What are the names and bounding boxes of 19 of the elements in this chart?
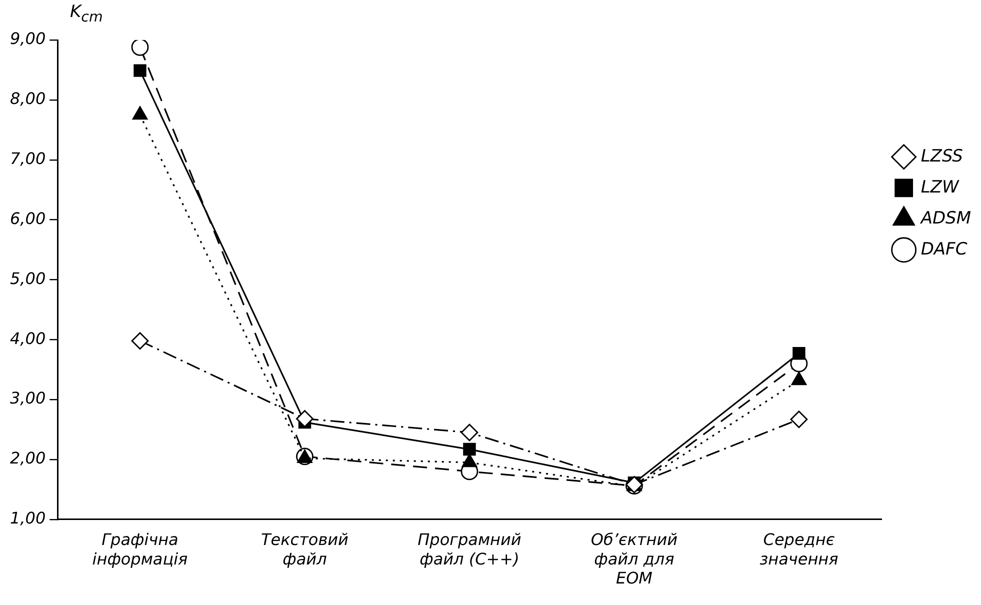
x-tick-label: Програмний файл (С++) [418, 530, 522, 568]
legend-label: LZSS [920, 146, 964, 166]
y-axis-title: K$_{cm}$ [70, 2, 103, 26]
legend-label: ADSM [920, 208, 972, 228]
y-tick-label: 7,00 [10, 149, 46, 168]
legend-label: LZW [920, 177, 960, 198]
y-tick-label: 3,00 [10, 388, 46, 408]
y-tick-label: 1,00 [10, 508, 46, 528]
y-tick-label: 4,00 [10, 328, 46, 348]
y-tick-label: 9,00 [10, 29, 46, 48]
y-tick-label: 8,00 [10, 89, 46, 108]
legend-label: DAFC [920, 239, 968, 260]
y-tick-label: 2,00 [10, 448, 46, 468]
x-tick-label: Текстовий файл [261, 530, 348, 568]
y-tick-label: 6,00 [10, 208, 46, 228]
x-tick-label: Середнє значення [760, 530, 839, 568]
x-tick-label: Об’єктний файл для ЕОМ [590, 530, 678, 588]
x-tick-label: Графічна інформація [92, 530, 188, 568]
y-tick-label: 5,00 [10, 268, 46, 288]
